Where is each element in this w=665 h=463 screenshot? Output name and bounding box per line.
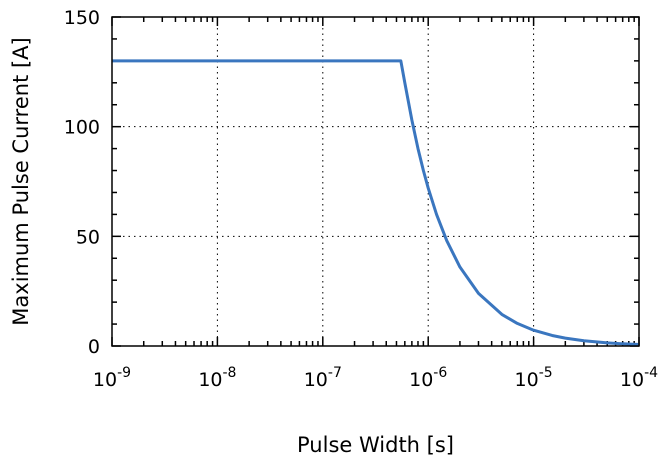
x-tick-base: 10	[515, 369, 539, 391]
x-tick-label: 10-8	[198, 365, 236, 391]
grid-layer	[112, 17, 639, 346]
tick-layer	[111, 16, 640, 347]
y-tick-label: 0	[88, 336, 100, 358]
x-tick-label: 10-4	[620, 365, 658, 391]
y-tick-label: 100	[64, 117, 100, 139]
x-tick-label: 10-5	[515, 365, 553, 391]
x-tick-label: 10-6	[409, 365, 447, 391]
x-tick-exponent: -4	[644, 365, 658, 381]
x-tick-base: 10	[198, 369, 222, 391]
x-tick-exponent: -7	[328, 365, 342, 381]
x-tick-base: 10	[620, 369, 644, 391]
x-tick-label: 10-7	[304, 365, 342, 391]
series-layer	[112, 59, 640, 346]
x-tick-exponent: -8	[223, 365, 237, 381]
y-tick-label: 150	[64, 7, 100, 29]
series-line	[112, 59, 640, 346]
x-tick-base: 10	[409, 369, 433, 391]
plot-frame	[111, 16, 640, 347]
x-tick-exponent: -9	[117, 365, 131, 381]
x-tick-exponent: -5	[539, 365, 553, 381]
y-axis-label: Maximum Pulse Current [A]	[9, 37, 33, 325]
x-tick-base: 10	[93, 369, 117, 391]
x-tick-label: 10-9	[93, 365, 131, 391]
x-axis-label: Pulse Width [s]	[297, 433, 454, 457]
x-tick-exponent: -6	[433, 365, 447, 381]
y-tick-label: 50	[76, 226, 100, 248]
x-tick-base: 10	[304, 369, 328, 391]
minor-tick-layer	[112, 17, 639, 346]
